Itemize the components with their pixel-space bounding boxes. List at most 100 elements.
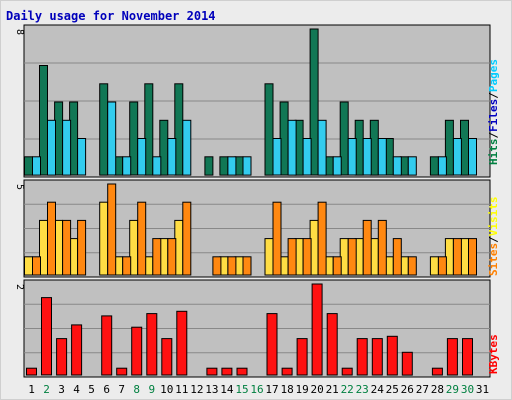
x-tick-label: 31 [476, 383, 489, 396]
bar-sites-25 [392, 238, 402, 276]
bar-kbytes-25 [386, 335, 398, 376]
x-tick-label: 19 [295, 383, 308, 396]
bar-files-4 [77, 138, 87, 176]
x-tick-label: 1 [28, 383, 35, 396]
bar-kbytes-1 [26, 367, 37, 376]
x-tick-label: 18 [280, 383, 293, 396]
bar-files-20 [317, 119, 327, 176]
bar-sites-17 [272, 201, 282, 276]
x-tick-label: 10 [160, 383, 173, 396]
bar-sites-30 [468, 238, 477, 276]
x-tick-label: 22 [341, 383, 354, 396]
bar-files-25 [392, 156, 402, 176]
x-tick-label: 6 [103, 383, 110, 396]
bar-sites-28 [437, 256, 447, 276]
bar-kbytes-22 [341, 367, 353, 376]
x-tick-label: 12 [190, 383, 203, 396]
bar-files-6 [107, 101, 117, 176]
bar-sites-1 [32, 256, 41, 276]
bar-kbytes-20 [311, 283, 323, 376]
bar-kbytes-17 [266, 313, 278, 376]
x-tick-label: 2 [43, 383, 50, 396]
bar-visits-17 [264, 238, 274, 276]
legend-item-pages: Pages [487, 59, 500, 92]
bar-kbytes-23 [356, 338, 368, 376]
bar-files-11 [182, 119, 192, 176]
chart-title: Daily usage for November 2014 [6, 9, 216, 23]
bar-files-9 [152, 156, 162, 176]
legend-item-files: Files [487, 99, 500, 132]
x-tick-label: 17 [265, 383, 278, 396]
x-tick-label: 20 [310, 383, 323, 396]
x-tick-label: 27 [416, 383, 429, 396]
bar-sites-26 [407, 256, 417, 276]
bar-sites-8 [137, 201, 147, 276]
bar-kbytes-4 [71, 324, 83, 376]
bar-files-29 [452, 138, 462, 176]
bar-sites-13 [212, 256, 222, 276]
bar-kbytes-21 [326, 313, 338, 376]
bar-sites-4 [77, 219, 87, 276]
bar-kbytes-6 [101, 315, 113, 376]
bar-files-22 [347, 138, 357, 176]
bar-sites-3 [62, 219, 72, 276]
bar-sites-29 [452, 238, 462, 276]
x-tick-label: 8 [133, 383, 140, 396]
panel-visits-sites: 5 Sites/Visits [14, 179, 500, 278]
legend-text: Hits/Files/Pages [487, 59, 500, 165]
x-tick-label: 25 [386, 383, 399, 396]
bar-kbytes-29 [446, 338, 458, 376]
bar-kbytes-7 [116, 367, 128, 376]
bar-kbytes-10 [161, 338, 173, 376]
bar-visits-1 [24, 256, 33, 276]
bar-sites-11 [182, 201, 192, 276]
bar-sites-10 [167, 238, 177, 276]
bar-sites-2 [47, 201, 56, 276]
bar-kbytes-28 [431, 367, 443, 376]
bar-sites-7 [122, 256, 132, 276]
bar-files-23 [362, 138, 372, 176]
bar-files-18 [287, 119, 297, 176]
bar-files-14 [227, 156, 237, 176]
bar-sites-21 [332, 256, 342, 276]
bar-kbytes-19 [296, 338, 308, 376]
x-tick-label: 13 [205, 383, 218, 396]
bar-kbytes-2 [41, 297, 52, 376]
bar-sites-22 [347, 238, 357, 276]
bar-kbytes-11 [176, 310, 188, 376]
bar-files-17 [272, 138, 282, 176]
bar-files-7 [122, 156, 132, 176]
bar-kbytes-14 [221, 367, 233, 376]
panel-kbytes: 2 KBytes [14, 279, 500, 378]
x-tick-label: 7 [118, 383, 125, 396]
bar-kbytes-13 [206, 367, 218, 376]
bar-hits-20 [309, 28, 319, 176]
x-tick-label: 16 [250, 383, 263, 396]
legend-item-visits: Visits [487, 197, 500, 237]
legend-separator: / [487, 132, 500, 139]
bar-files-10 [167, 138, 177, 176]
bar-files-3 [62, 119, 72, 176]
bar-sites-14 [227, 256, 237, 276]
bar-files-21 [332, 156, 342, 176]
bar-sites-9 [152, 238, 162, 276]
bar-hits-9 [144, 83, 154, 176]
legend-separator: / [487, 92, 500, 99]
bar-kbytes-26 [401, 351, 413, 376]
bar-files-24 [377, 138, 387, 176]
x-tick-label: 9 [148, 383, 155, 396]
legend-item-hits: Hits [487, 139, 500, 166]
y-max-label: 2 [14, 284, 25, 290]
legend-text: Sites/Visits [487, 197, 500, 277]
bar-sites-15 [242, 256, 252, 276]
x-axis-labels: 1 2 3 4 5 6 7 8 9 10 11 12 13 14 15 16 17 18 19 20 21 22 23 24 2… [28, 383, 489, 396]
x-tick-label: 4 [73, 383, 80, 396]
x-tick-label: 23 [356, 383, 369, 396]
legend-visits-sites: Sites/Visits [487, 197, 500, 277]
bar-sites-20 [317, 201, 327, 276]
bar-files-15 [242, 156, 252, 176]
x-tick-label: 3 [58, 383, 65, 396]
legend-kbytes: KBytes [487, 334, 500, 374]
